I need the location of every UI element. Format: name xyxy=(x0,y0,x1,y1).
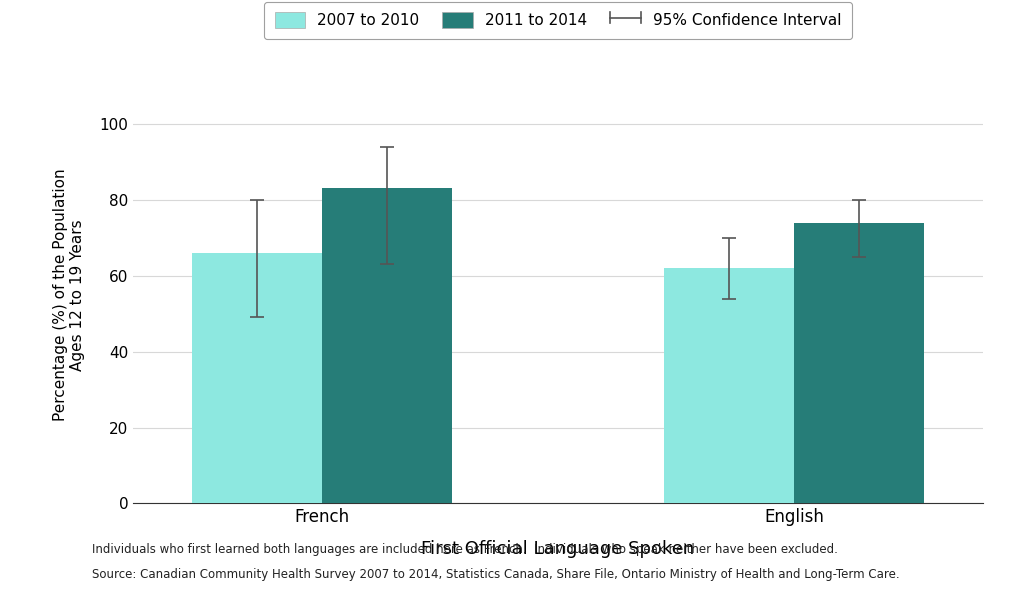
Legend: 2007 to 2010, 2011 to 2014, 95% Confidence Interval: 2007 to 2010, 2011 to 2014, 95% Confiden… xyxy=(264,2,852,39)
Bar xyxy=(795,223,924,503)
Y-axis label: Percentage (%) of the Population
Ages 12 to 19 Years: Percentage (%) of the Population Ages 12… xyxy=(53,168,85,421)
Bar xyxy=(665,268,795,503)
X-axis label: First Official Language Spoken: First Official Language Spoken xyxy=(422,540,694,558)
Text: Source: Canadian Community Health Survey 2007 to 2014, Statistics Canada, Share : Source: Canadian Community Health Survey… xyxy=(92,568,900,581)
Bar xyxy=(193,253,322,503)
Bar xyxy=(322,188,452,503)
Text: Individuals who first learned both languages are included here as French.  Indiv: Individuals who first learned both langu… xyxy=(92,543,838,556)
